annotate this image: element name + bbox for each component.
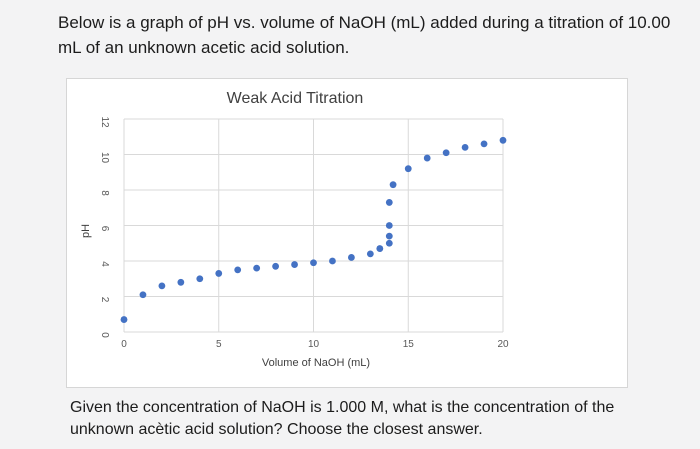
data-point	[385, 232, 393, 240]
y-tick-label: 8	[99, 190, 110, 196]
data-point	[215, 270, 223, 277]
x-tick-label: 20	[497, 339, 509, 350]
y-tick-label: 6	[99, 226, 110, 232]
question-prompt: Given the concentration of NaOH is 1.000…	[70, 399, 615, 438]
x-tick-label: 10	[308, 339, 320, 350]
data-point	[385, 199, 393, 206]
data-point	[120, 316, 128, 323]
data-point	[461, 144, 469, 151]
x-axis-label: Volume of NaOH (mL)	[262, 357, 370, 369]
data-point	[329, 257, 336, 265]
data-point	[385, 222, 393, 229]
data-point	[385, 239, 393, 247]
data-point	[389, 181, 397, 189]
chart-title: Weak Acid Titration	[227, 90, 364, 107]
data-point	[253, 264, 261, 272]
data-point	[310, 259, 317, 267]
y-axis-label: pH	[80, 224, 92, 238]
data-point	[423, 154, 431, 162]
data-point	[234, 266, 242, 274]
data-point	[177, 278, 185, 286]
weak-acid-titration-chart: Weak Acid Titration Volume of NaOH (mL) …	[80, 90, 509, 369]
question-intro: Below is a graph of pH vs. volume of NaO…	[58, 13, 671, 57]
y-tick-label: 12	[99, 116, 110, 128]
data-point	[348, 254, 355, 261]
data-point	[499, 136, 507, 144]
data-point	[404, 165, 412, 173]
x-tick-label: 15	[403, 339, 415, 350]
data-point	[442, 149, 450, 157]
x-tick-label: 5	[216, 339, 222, 350]
data-point	[158, 282, 166, 290]
data-point	[376, 245, 384, 252]
chart-container: Weak Acid Titration Volume of NaOH (mL) …	[66, 78, 628, 388]
data-point	[196, 275, 204, 283]
data-point	[272, 262, 279, 270]
data-point	[480, 140, 488, 148]
y-tick-label: 2	[99, 297, 110, 303]
y-tick-label: 10	[99, 152, 110, 164]
y-tick-label: 4	[99, 261, 110, 267]
data-point	[291, 261, 298, 268]
data-point	[139, 291, 147, 299]
data-point	[366, 250, 374, 258]
x-tick-label: 0	[121, 339, 127, 350]
y-tick-label: 0	[99, 332, 110, 338]
